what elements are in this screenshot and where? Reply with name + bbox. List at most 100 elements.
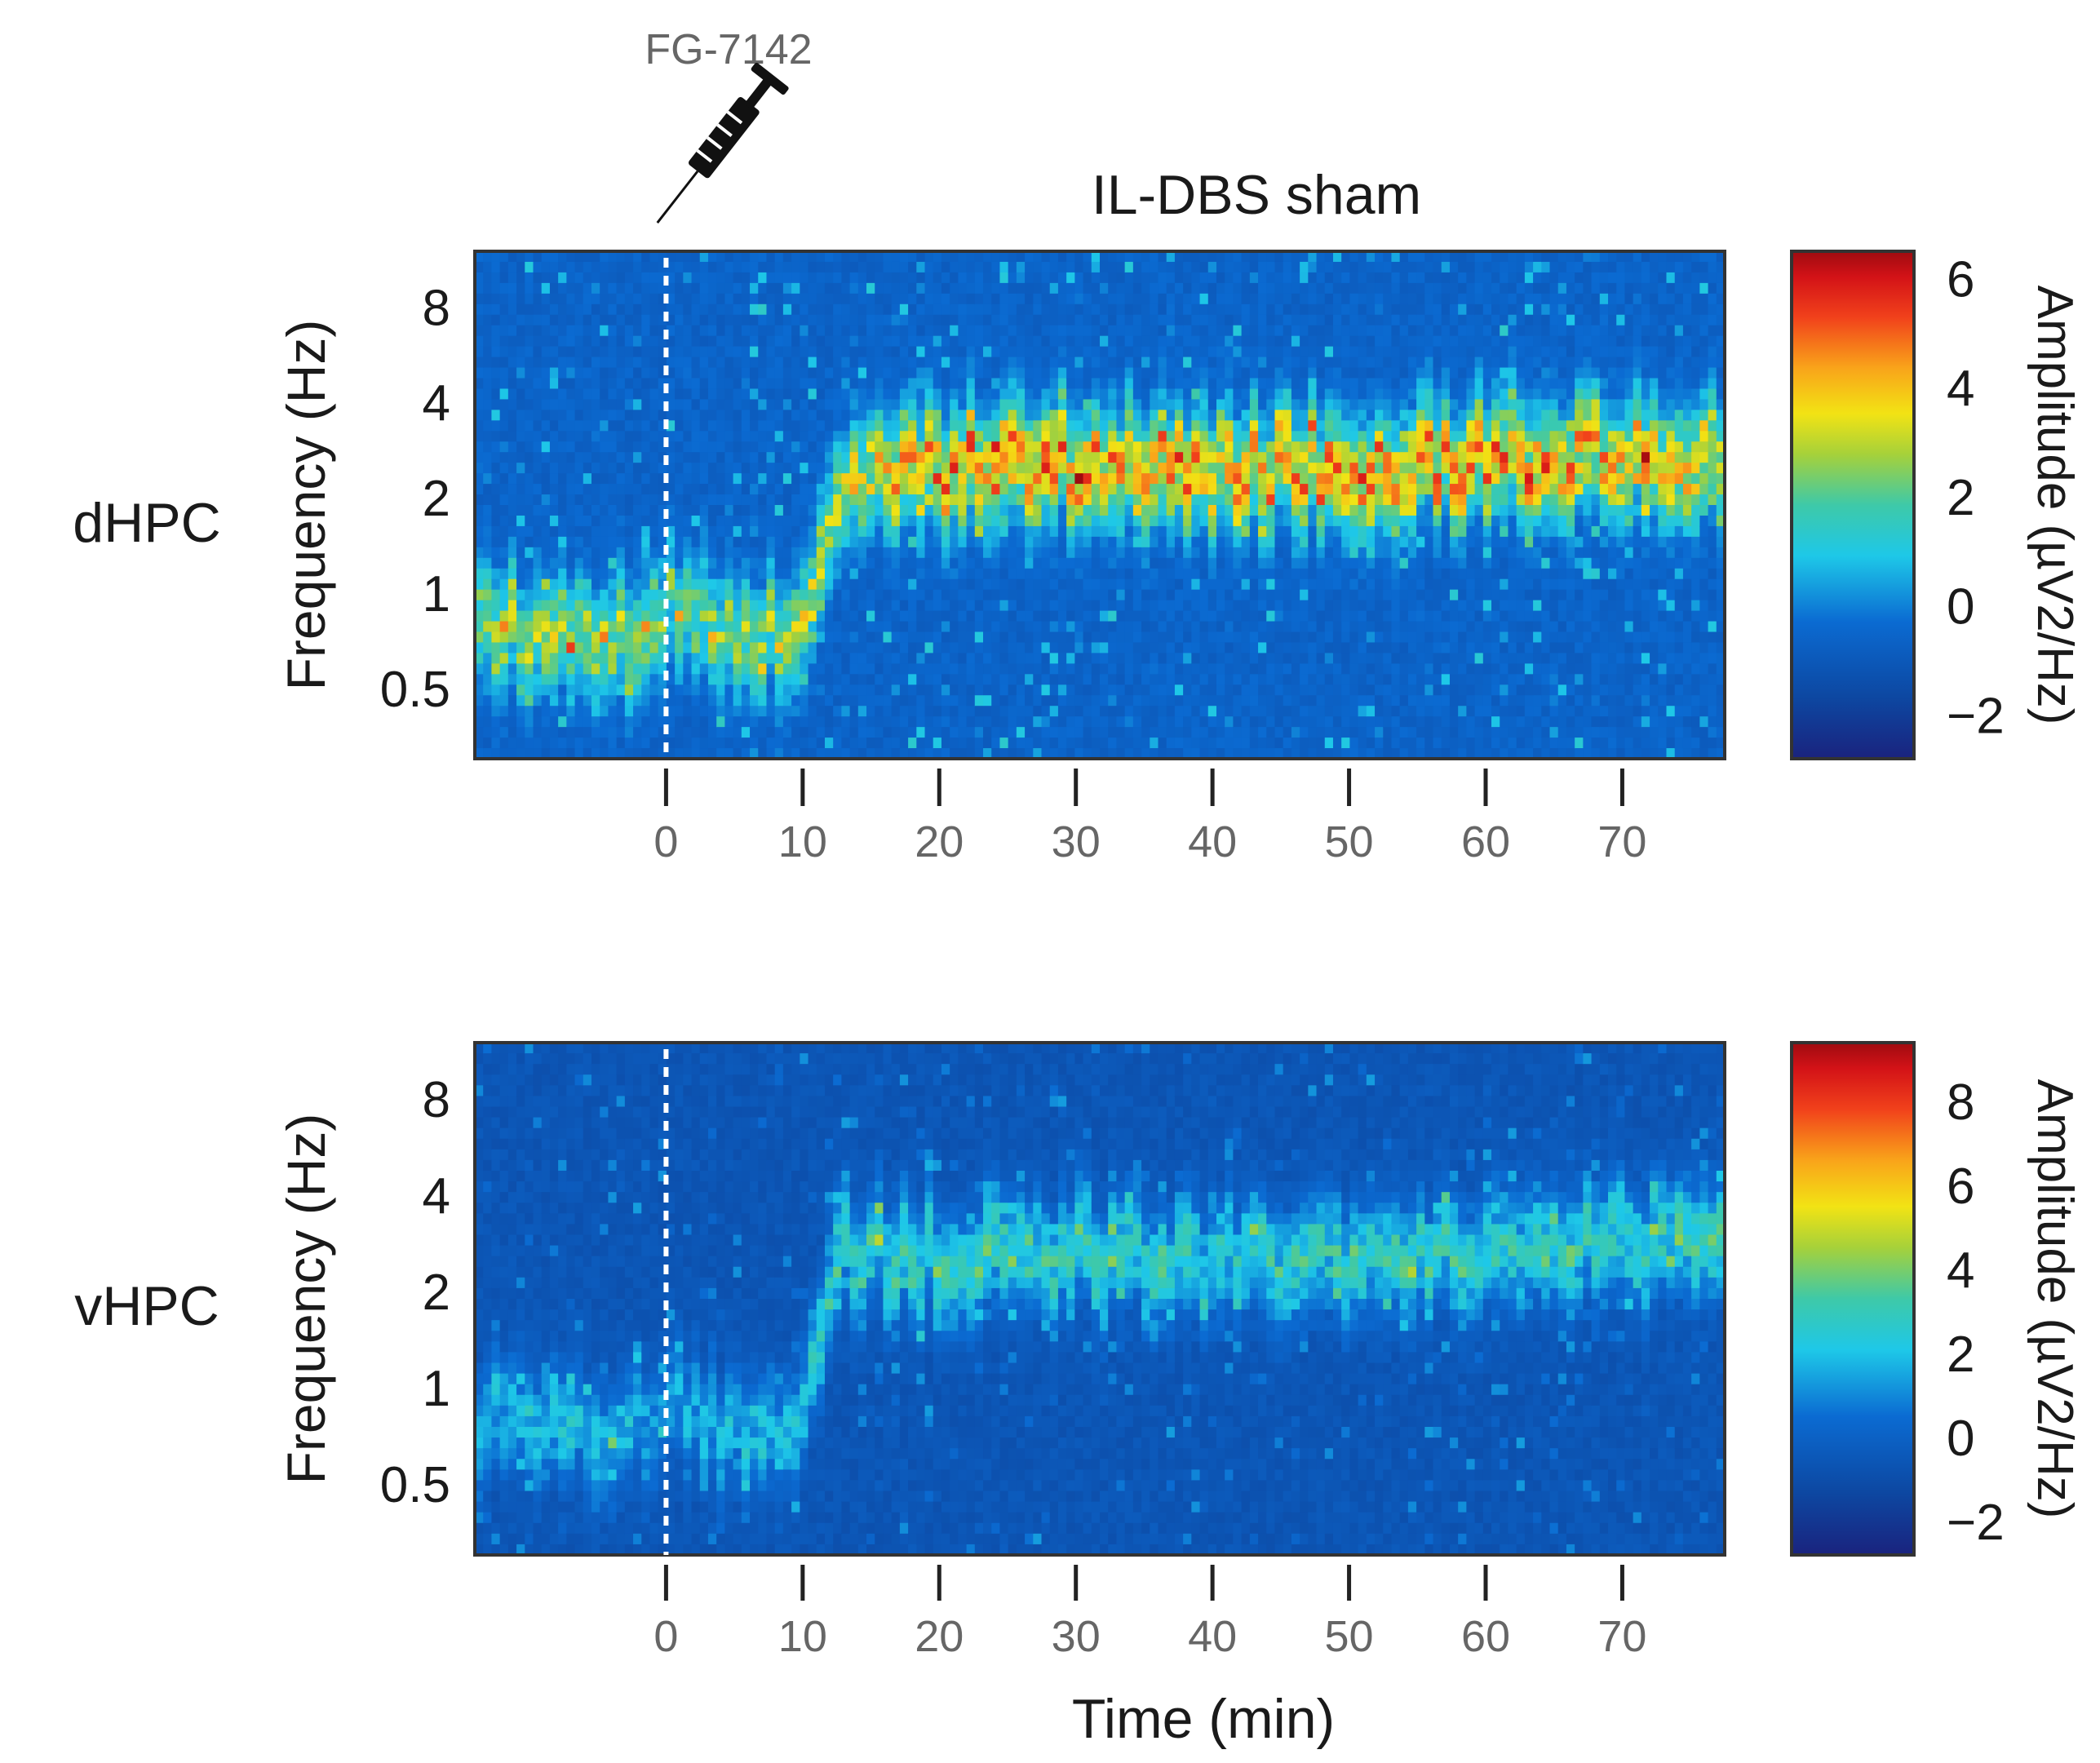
heatmap-cell xyxy=(824,261,834,273)
heatmap-cell xyxy=(849,293,859,305)
heatmap-cell xyxy=(808,452,817,463)
heatmap-cell xyxy=(866,589,875,601)
heatmap-cell xyxy=(1150,431,1159,442)
heatmap-cell xyxy=(1057,600,1067,612)
heatmap-cell xyxy=(950,357,959,369)
heatmap-cell xyxy=(816,282,826,295)
heatmap-cell xyxy=(916,663,926,676)
heatmap-cell xyxy=(1283,473,1292,485)
heatmap-cell xyxy=(908,441,917,453)
heatmap-cell xyxy=(1191,568,1201,580)
heatmap-cell xyxy=(699,378,709,390)
heatmap-cell xyxy=(574,420,584,432)
heatmap-cell xyxy=(1033,251,1043,263)
heatmap-cell xyxy=(824,600,834,612)
heatmap-cell xyxy=(1233,410,1243,422)
heatmap-cell xyxy=(941,272,950,284)
heatmap-cell xyxy=(791,536,801,548)
heatmap-cell xyxy=(1066,431,1076,442)
heatmap-cell xyxy=(1100,346,1109,358)
heatmap-cell xyxy=(941,515,950,527)
heatmap-cell xyxy=(616,388,626,401)
heatmap-cell xyxy=(791,684,801,696)
heatmap-cell xyxy=(558,547,568,559)
heatmap-cell xyxy=(724,716,734,728)
heatmap-cell xyxy=(1258,684,1267,696)
heatmap-cell xyxy=(774,557,784,569)
heatmap-cell xyxy=(1241,314,1251,326)
heatmap-cell xyxy=(1074,293,1084,305)
heatmap-cell xyxy=(541,684,551,696)
heatmap-cell xyxy=(658,420,667,432)
heatmap-cell xyxy=(533,293,543,305)
heatmap-cell xyxy=(824,325,834,337)
heatmap-cell xyxy=(1249,325,1259,337)
heatmap-cell xyxy=(1132,325,1142,337)
heatmap-cell xyxy=(958,515,968,527)
heatmap-cell xyxy=(733,642,742,654)
heatmap-cell xyxy=(958,346,968,358)
heatmap-cell xyxy=(1008,600,1017,612)
heatmap-cell xyxy=(707,525,717,538)
heatmap-cell xyxy=(916,525,926,538)
heatmap-cell xyxy=(758,261,768,273)
heatmap-cell xyxy=(566,631,576,644)
heatmap-cell xyxy=(691,727,701,738)
heatmap-cell xyxy=(1300,716,1309,728)
heatmap-cell xyxy=(491,600,501,612)
heatmap-cell xyxy=(958,547,968,559)
heatmap-cell xyxy=(950,727,959,738)
heatmap-cell xyxy=(1207,653,1217,665)
heatmap-cell xyxy=(1324,695,1334,707)
heatmap-cell xyxy=(974,748,984,759)
heatmap-cell xyxy=(608,494,618,506)
heatmap-cell xyxy=(533,505,543,516)
heatmap-cell xyxy=(758,621,768,633)
heatmap-cell xyxy=(1324,748,1334,759)
heatmap-cell xyxy=(733,251,742,263)
heatmap-cell xyxy=(525,303,534,316)
heatmap-cell xyxy=(483,335,493,348)
heatmap-cell xyxy=(1316,547,1326,559)
heatmap-cell xyxy=(1308,610,1318,622)
heatmap-cell xyxy=(908,399,917,411)
heatmap-cell xyxy=(716,557,726,569)
heatmap-cell xyxy=(641,610,651,622)
heatmap-cell xyxy=(1083,610,1092,622)
heatmap-cell xyxy=(1016,505,1026,516)
heatmap-cell xyxy=(724,420,734,432)
heatmap-cell xyxy=(924,410,934,422)
heatmap-cell xyxy=(616,335,626,348)
heatmap-cell xyxy=(1316,663,1326,676)
heatmap-cell xyxy=(1025,261,1034,273)
heatmap-cell xyxy=(1233,473,1243,485)
heatmap-cell xyxy=(1316,684,1326,696)
heatmap-cell xyxy=(491,684,501,696)
heatmap-cell xyxy=(750,621,759,633)
heatmap-cell xyxy=(849,410,859,422)
heatmap-cell xyxy=(849,473,859,485)
heatmap-cell xyxy=(691,484,701,495)
heatmap-cell xyxy=(1057,589,1067,601)
heatmap-cell xyxy=(1116,335,1126,348)
heatmap-cell xyxy=(600,473,609,485)
heatmap-cell xyxy=(875,357,884,369)
heatmap-cell xyxy=(616,578,626,591)
heatmap-cell xyxy=(591,653,600,665)
heatmap-cell xyxy=(533,525,543,538)
heatmap-cell xyxy=(974,621,984,633)
heatmap-cell xyxy=(958,684,968,696)
heatmap-cell xyxy=(566,706,576,717)
heatmap-cell xyxy=(1225,695,1234,707)
heatmap-cell xyxy=(691,589,701,601)
heatmap-cell xyxy=(491,346,501,358)
heatmap-cell xyxy=(507,452,517,463)
heatmap-cell xyxy=(491,357,501,369)
heatmap-cell xyxy=(1033,727,1043,738)
heatmap-cell xyxy=(916,346,926,358)
heatmap-cell xyxy=(1291,431,1300,442)
heatmap-cell xyxy=(1174,653,1184,665)
heatmap-cell xyxy=(1300,695,1309,707)
heatmap-cell xyxy=(707,642,717,654)
heatmap-cell xyxy=(608,367,618,379)
